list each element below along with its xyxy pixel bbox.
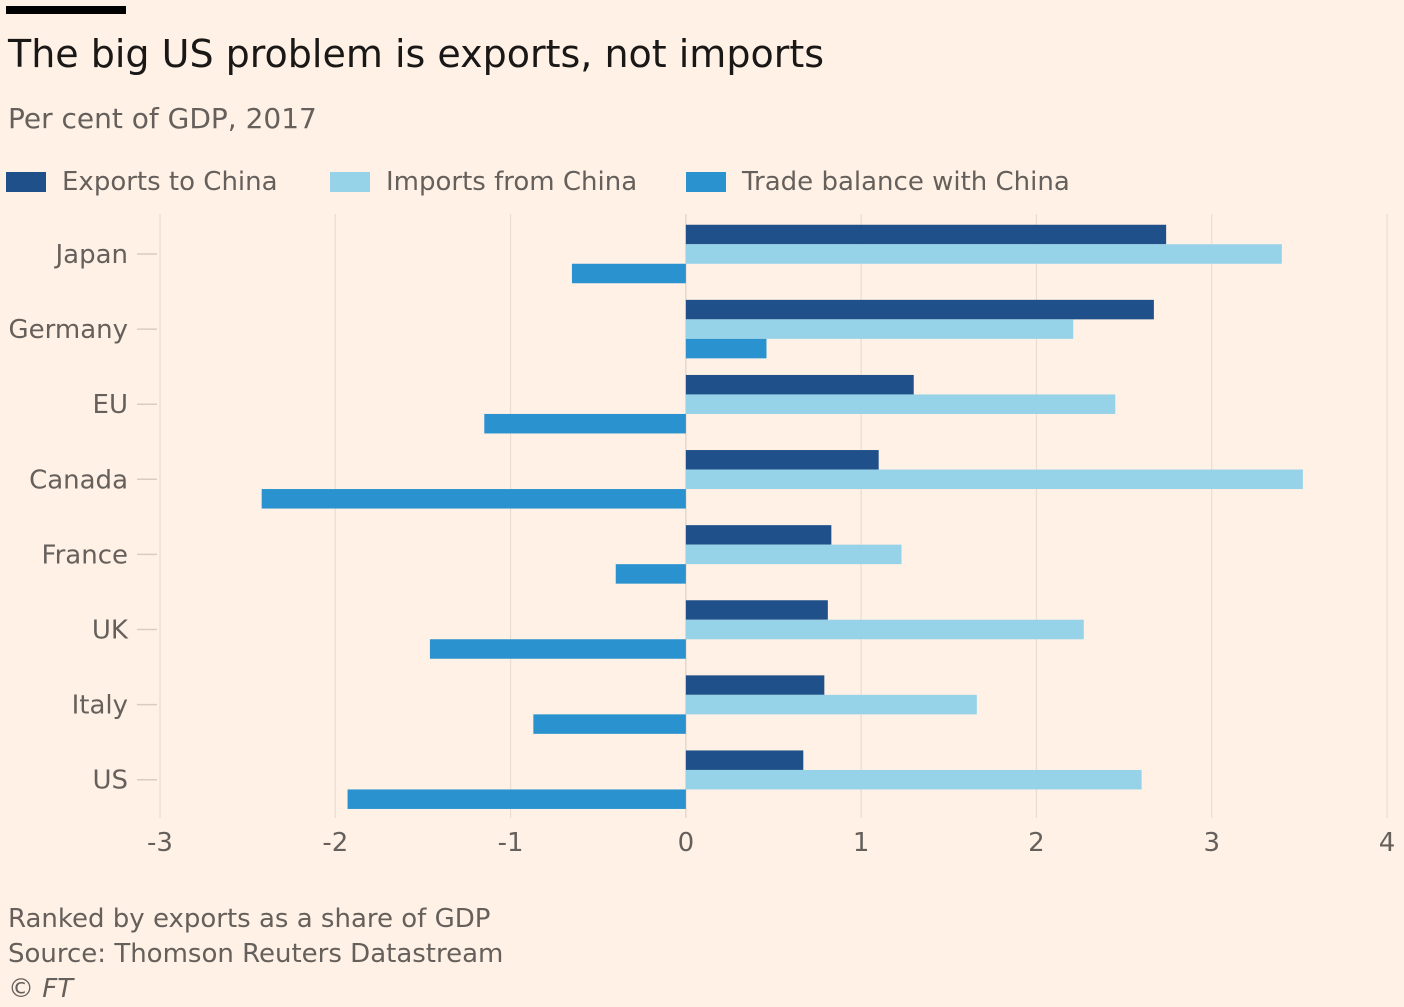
x-tick-label: -2: [322, 828, 348, 858]
bar-imports-italy: [685, 694, 977, 715]
legend-item-imports: Imports from China: [330, 164, 637, 200]
bar-balance-japan: [571, 263, 686, 284]
bar-balance-canada: [261, 489, 686, 509]
legend-item-exports: Exports to China: [6, 164, 278, 200]
legend-swatch-balance: [686, 172, 726, 192]
x-tick-label: 4: [1379, 828, 1396, 858]
legend-swatch-imports: [330, 172, 370, 192]
bar-chart: -3 -2 -1 0 1 2 3 4 Japan Germany EU Canada France UK I…: [8, 214, 1396, 858]
bar-exports-france: [685, 525, 832, 545]
bar-imports-eu: [685, 394, 1116, 414]
footer-copyright: © FT: [8, 974, 74, 1004]
y-category-label: EU: [93, 390, 128, 420]
bar-balance-eu: [484, 413, 686, 434]
bar-balance-germany: [685, 338, 767, 359]
y-category-label: UK: [92, 616, 129, 646]
bar-exports-italy: [685, 675, 825, 695]
footer-note: Ranked by exports as a share of GDP: [8, 904, 491, 934]
bar-balance-uk: [429, 639, 686, 659]
legend-swatch-exports: [6, 172, 46, 192]
bar-imports-france: [685, 544, 902, 565]
x-tick-label: 3: [1203, 828, 1220, 858]
y-category-label: US: [92, 766, 128, 796]
x-tick-label: 1: [853, 828, 870, 858]
legend: Exports to China Imports from China Trad…: [6, 164, 1386, 200]
x-tick-label: -1: [498, 828, 524, 858]
y-category-label: Italy: [72, 691, 128, 721]
x-tick-label: -3: [147, 828, 173, 858]
y-category-label: Canada: [29, 465, 128, 495]
bar-exports-eu: [685, 374, 914, 395]
ft-top-rule: [6, 6, 126, 14]
legend-label-exports: Exports to China: [62, 167, 278, 197]
chart-subtitle: Per cent of GDP, 2017: [8, 102, 317, 135]
bar-exports-canada: [685, 450, 879, 470]
bar-exports-us: [685, 750, 804, 770]
legend-label-imports: Imports from China: [386, 167, 638, 197]
bar-balance-italy: [533, 714, 686, 734]
legend-item-balance: Trade balance with China: [686, 164, 1070, 200]
footer-source: Source: Thomson Reuters Datastream: [8, 939, 504, 969]
bar-exports-uk: [685, 600, 828, 620]
bar-imports-canada: [685, 469, 1303, 490]
bar-exports-japan: [685, 224, 1167, 245]
y-category-label: France: [42, 540, 128, 570]
bar-imports-germany: [685, 319, 1074, 339]
legend-label-balance: Trade balance with China: [742, 167, 1070, 197]
y-category-label: Germany: [8, 315, 128, 345]
x-tick-label: 0: [678, 828, 695, 858]
bar-balance-us: [347, 789, 686, 809]
bar-imports-us: [685, 769, 1142, 790]
bar-imports-uk: [685, 619, 1084, 640]
bar-exports-germany: [685, 299, 1154, 320]
y-category-label: Japan: [53, 240, 128, 270]
bar-imports-japan: [685, 244, 1282, 264]
chart-footer: Ranked by exports as a share of GDP Sour…: [8, 902, 503, 1007]
x-tick-label: 2: [1028, 828, 1045, 858]
bar-balance-france: [615, 564, 686, 584]
chart-title: The big US problem is exports, not impor…: [8, 32, 825, 76]
